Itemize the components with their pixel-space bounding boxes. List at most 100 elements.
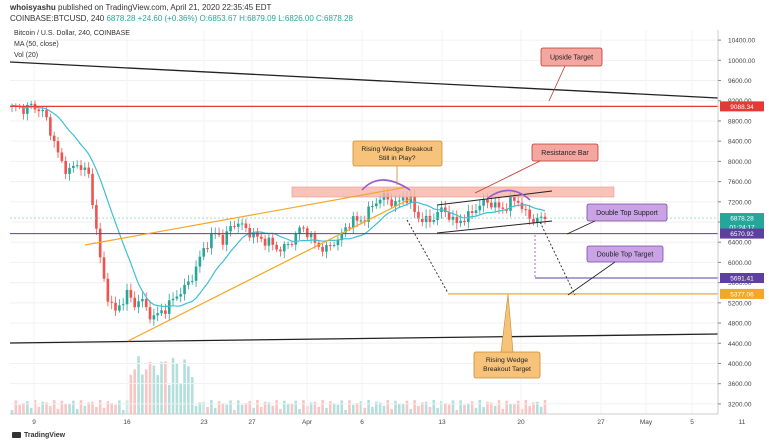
candle-body [455, 216, 459, 224]
upside-target-callout[interactable]: Upside Target [540, 47, 603, 67]
candle-body [447, 212, 451, 220]
price-label-text: 6878.28 [730, 216, 754, 223]
volume-bar [194, 405, 198, 414]
volume-bar [317, 406, 321, 414]
resistance-bar-callout-bg [531, 143, 599, 162]
volume-bar [121, 409, 125, 414]
moving-average-layer [11, 104, 546, 308]
volume-bar [244, 403, 248, 414]
price-label-bg [720, 273, 764, 284]
candle-body [302, 227, 305, 229]
volume-bar [413, 400, 416, 414]
volume-bar [382, 405, 386, 414]
legend-vol[interactable]: Vol (20) [14, 52, 39, 59]
candle-body [417, 211, 420, 219]
candle-body [336, 240, 340, 246]
candle-body [467, 211, 470, 223]
candle-body [478, 205, 482, 211]
candle-body [210, 233, 213, 249]
volume-bar [374, 401, 378, 414]
price-label-bg [720, 288, 764, 299]
drawings-layer: Upside Target Rising Wedge Breakout Still … [9, 47, 719, 379]
candle-body [83, 167, 87, 170]
time-tick-label: 9 [32, 419, 36, 426]
volume-bar [367, 400, 370, 414]
candle-body [26, 104, 29, 114]
resistance-bar-pointer [474, 160, 541, 194]
price-label-687828: 6878.28 [720, 213, 764, 224]
volume-bar [275, 400, 278, 414]
publisher-name[interactable]: whoisyashu [10, 3, 56, 12]
volume-bar [532, 402, 535, 414]
volume-bar [420, 402, 424, 414]
volume-bar [286, 403, 290, 414]
candle-body [144, 299, 148, 308]
volume-bar [29, 407, 33, 414]
header: whoisyashu published on TradingView.com,… [0, 0, 769, 30]
candle-body [187, 281, 190, 285]
candle-body [298, 227, 301, 234]
candle-body [367, 206, 370, 222]
candle-layer [10, 100, 547, 326]
candle-body [129, 289, 133, 298]
candle-body [118, 305, 121, 311]
candle-body [340, 232, 344, 241]
candle-body [121, 304, 125, 306]
publisher-line: whoisyashu published on TradingView.com,… [10, 3, 271, 12]
volume-bar [520, 408, 524, 414]
candle-body [164, 310, 167, 314]
candle-body [106, 278, 110, 302]
channel-upper [436, 190, 553, 206]
volume-bar [259, 406, 263, 414]
time-tick-label: 6 [360, 419, 364, 426]
candle-body [520, 202, 524, 210]
volume-bar [183, 359, 186, 414]
volume-bar [470, 401, 474, 414]
candle-body [160, 310, 163, 314]
volume-bar [516, 400, 520, 414]
volume-bar [355, 403, 359, 414]
candle-body [194, 266, 198, 281]
resistance-bar-callout[interactable]: Resistance Bar [531, 143, 599, 162]
candle-body [355, 216, 359, 221]
time-tick-label: 13 [438, 419, 446, 426]
volume-bar [56, 408, 60, 414]
candle-body [328, 245, 332, 247]
candle-body [259, 236, 263, 239]
volume-bar [528, 405, 531, 414]
volume-bar [171, 357, 175, 414]
double-top-target-callout[interactable]: Double Top Target [586, 245, 664, 263]
volume-bar [490, 402, 493, 414]
volume-bar [206, 406, 209, 414]
double-top-support-callout[interactable]: Double Top Support [586, 203, 668, 222]
candle-body [275, 244, 278, 250]
price-tick-label: 6000.00 [728, 260, 752, 267]
rising-wedge-callout-bg [352, 140, 443, 167]
ohlc-values: O:6853.67 H:6879.09 L:6826.00 C:6878.28 [199, 14, 353, 23]
volume-bar [198, 402, 202, 414]
symbol-line: COINBASE:BTCUSD, 240 6878.28 +24.60 (+0.… [10, 14, 353, 23]
candle-body [256, 232, 259, 237]
volume-bar [401, 403, 405, 414]
candle-body [371, 206, 374, 208]
volume-bar [390, 408, 393, 414]
price-tick-label: 5600.00 [728, 280, 752, 287]
candle-body [501, 207, 505, 209]
price-label-bg [720, 213, 764, 224]
time-tick-label: 27 [248, 419, 256, 426]
volume-bar [378, 402, 382, 414]
support-line [9, 333, 719, 344]
volume-bar [336, 404, 340, 414]
volume-bar [114, 404, 117, 414]
double-top-target-callout-label: Double Top Target [597, 252, 654, 259]
volume-bar [75, 408, 79, 414]
legend-ma[interactable]: MA (50, close) [14, 41, 59, 48]
candle-body [409, 196, 413, 203]
candle-body [198, 256, 202, 267]
volume-bar [340, 400, 344, 414]
tradingview-logo[interactable]: TradingView [12, 432, 65, 439]
volume-bar [267, 402, 271, 414]
volume-bar [129, 374, 133, 414]
candle-body [267, 237, 271, 246]
